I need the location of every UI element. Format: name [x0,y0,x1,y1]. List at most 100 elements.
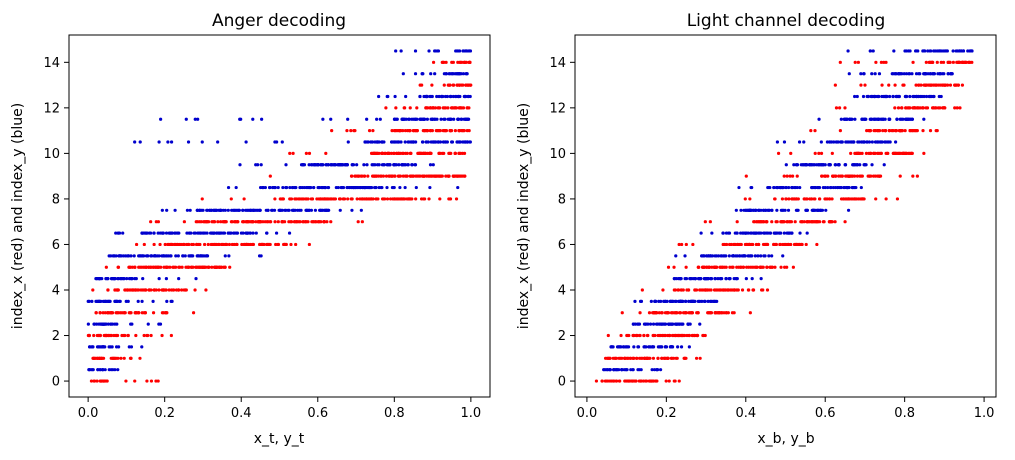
scatter-point [239,117,243,121]
scatter-point [146,322,150,326]
scatter-point [661,288,665,292]
scatter-point [608,356,612,360]
scatter-point [405,151,409,155]
scatter-point [696,311,700,315]
y-tick-label: 6 [52,238,60,253]
scatter-point [744,277,748,281]
scatter-point [88,368,92,372]
scatter-point [396,197,400,201]
scatter-point [757,220,761,224]
scatter-point [394,140,398,144]
scatter-point [859,72,863,76]
scatter-point [203,242,207,247]
scatter-point [326,185,331,190]
scatter-point [780,220,785,224]
scatter-point [765,265,769,269]
scatter-point [454,94,458,99]
scatter-point [873,72,877,76]
scatter-point [658,333,662,338]
scatter-point [684,299,688,303]
scatter-point [317,185,321,190]
scatter-point [277,208,281,212]
y-tick-label: 4 [52,283,60,298]
scatter-point [960,83,965,87]
scatter-point [684,265,688,269]
scatter-point [438,151,442,155]
scatter-point [449,94,453,99]
scatter-point [765,220,769,224]
scatter-point [762,220,766,224]
scatter-point [465,106,469,110]
scatter-point [384,174,389,178]
x-tick-label: 0.6 [307,406,328,421]
scatter-point [647,379,651,383]
scatter-point [623,356,627,360]
scatter-point [350,197,354,201]
scatter-point [233,220,237,224]
scatter-point [345,129,349,133]
scatter-point [684,242,688,247]
scatter-point [134,333,138,338]
scatter-point [124,299,128,303]
scatter-point [623,379,627,383]
scatter-point [399,49,403,53]
scatter-point [364,140,368,144]
scatter-point [813,197,817,201]
scatter-point [298,185,302,190]
scatter-point [95,333,99,338]
scatter-point [305,185,309,190]
scatter-point [746,254,750,258]
scatter-point [246,208,250,212]
scatter-point [863,83,867,87]
scatter-point [877,174,881,178]
scatter-point [152,288,157,292]
scatter-point [668,299,673,303]
scatter-point [795,174,799,178]
scatter-point [340,163,345,167]
scatter-point [835,140,839,144]
scatter-point [324,163,328,167]
scatter-point [194,277,198,281]
scatter-point [958,106,962,110]
scatter-point [722,254,727,258]
scatter-point [775,231,779,235]
scatter-point [449,117,453,121]
scatter-point [802,140,806,144]
scatter-point [154,379,158,383]
scatter-point [946,72,950,76]
scatter-point [161,311,166,315]
plot-frame [68,34,491,398]
scatter-point [457,129,461,133]
scatter-point [166,242,170,247]
scatter-point [651,379,656,383]
scatter-point [931,60,935,64]
scatter-point [739,231,743,235]
scatter-point [200,140,204,144]
scatter-point [325,220,329,224]
scatter-point [106,277,110,281]
scatter-point [436,49,440,53]
scatter-point [129,356,133,360]
scatter-point [200,265,205,269]
scatter-point [211,242,215,247]
scatter-point [815,242,819,247]
scatter-point [199,254,203,258]
scatter-point [251,242,256,247]
scatter-point [295,197,299,201]
scatter-point [820,174,824,178]
scatter-point [888,129,892,133]
scatter-point [168,265,172,269]
scatter-point [142,242,146,247]
scatter-point [657,311,661,315]
scatter-point [396,129,400,133]
scatter-point [174,265,178,269]
scatter-point [811,208,815,212]
scatter-point [274,231,279,235]
scatter-point [644,379,649,383]
scatter-point [160,208,164,212]
scatter-point [261,185,265,190]
scatter-point [619,333,623,338]
scatter-point [853,60,857,64]
scatter-point [460,117,464,121]
scatter-point [234,185,238,190]
